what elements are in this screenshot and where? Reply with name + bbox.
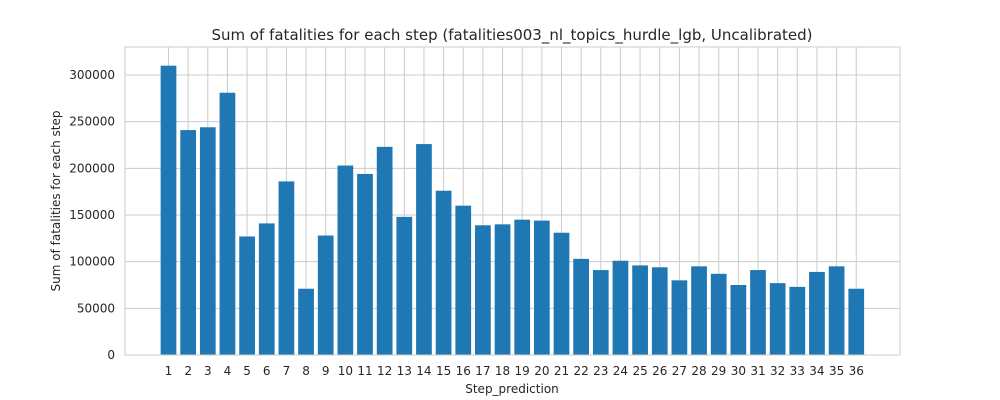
- x-tick-label: 33: [790, 364, 805, 378]
- bar-step-29: [710, 273, 727, 355]
- x-tick-label: 31: [750, 364, 765, 378]
- y-tick-label: 0: [107, 348, 115, 362]
- x-tick-label: 23: [593, 364, 608, 378]
- x-tick-label: 7: [283, 364, 291, 378]
- bar-step-34: [809, 271, 825, 355]
- x-tick-label: 9: [322, 364, 330, 378]
- y-tick-labels: 0 50000 100000 150000 200000 250000 300000: [69, 68, 115, 362]
- bar-step-27: [671, 280, 688, 355]
- x-tick-label: 28: [691, 364, 706, 378]
- y-tick-label: 150000: [69, 208, 115, 222]
- bar-step-9: [317, 235, 334, 355]
- x-tick-label: 21: [554, 364, 569, 378]
- x-tick-labels: 1 2 3 4 5 6 7 8 9 10 11 12 13 14 15 16 17 18 19 20 21 22 23 24 2…: [165, 364, 864, 378]
- x-tick-label: 15: [436, 364, 451, 378]
- x-tick-label: 5: [243, 364, 251, 378]
- bar-step-23: [592, 270, 609, 355]
- x-tick-label: 18: [495, 364, 510, 378]
- x-tick-label: 27: [672, 364, 687, 378]
- x-tick-label: 30: [731, 364, 746, 378]
- bar-step-19: [514, 219, 531, 355]
- bar-step-10: [337, 165, 354, 355]
- x-tick-label: 26: [652, 364, 667, 378]
- bar-step-26: [651, 267, 668, 355]
- bar-step-7: [278, 181, 295, 355]
- y-tick-label: 200000: [69, 161, 115, 175]
- bar-step-21: [553, 232, 570, 355]
- x-tick-label: 32: [770, 364, 785, 378]
- bar-step-22: [573, 258, 590, 355]
- bar-step-13: [396, 216, 413, 355]
- bar-step-14: [416, 144, 432, 355]
- bar-step-4: [219, 92, 236, 355]
- bar-step-35: [828, 266, 845, 355]
- x-tick-label: 4: [224, 364, 232, 378]
- bar-step-31: [750, 270, 766, 355]
- x-tick-label: 8: [302, 364, 310, 378]
- x-tick-label: 16: [456, 364, 471, 378]
- bar-step-33: [789, 286, 806, 355]
- bar-step-18: [494, 224, 511, 355]
- y-tick-label: 250000: [69, 115, 115, 129]
- x-tick-label: 14: [416, 364, 431, 378]
- bar-step-3: [199, 127, 216, 356]
- x-tick-label: 25: [632, 364, 647, 378]
- bar-step-25: [632, 265, 648, 355]
- bar-step-16: [455, 205, 472, 355]
- bar-step-12: [376, 146, 393, 355]
- x-tick-label: 29: [711, 364, 726, 378]
- x-tick-label: 19: [515, 364, 530, 378]
- y-tick-label: 100000: [69, 255, 115, 269]
- bar-step-24: [612, 260, 629, 355]
- bars: [160, 65, 865, 356]
- bar-step-30: [730, 285, 747, 355]
- x-tick-label: 24: [613, 364, 628, 378]
- y-tick-label: 300000: [69, 68, 115, 82]
- x-tick-label: 20: [534, 364, 549, 378]
- x-tick-label: 22: [574, 364, 589, 378]
- x-tick-label: 13: [397, 364, 412, 378]
- bar-step-8: [298, 288, 314, 355]
- x-tick-label: 35: [829, 364, 844, 378]
- plot-area-frame: [124, 46, 901, 356]
- bar-step-28: [691, 266, 707, 355]
- bar-step-5: [239, 236, 255, 355]
- bar-step-2: [180, 130, 197, 355]
- x-axis-label: Step_prediction: [465, 382, 559, 396]
- x-tick-label: 1: [165, 364, 173, 378]
- x-tick-label: 11: [357, 364, 372, 378]
- y-tick-label: 50000: [77, 301, 115, 315]
- bar-step-32: [769, 283, 786, 355]
- bar-step-20: [533, 220, 550, 355]
- x-tick-label: 12: [377, 364, 392, 378]
- y-axis-label: Sum of fatalities for each step: [49, 111, 63, 292]
- chart-title: Sum of fatalities for each step (fatalit…: [211, 26, 812, 45]
- x-tick-label: 6: [263, 364, 271, 378]
- x-tick-label: 34: [809, 364, 824, 378]
- x-tick-label: 36: [849, 364, 864, 378]
- bar-step-1: [160, 65, 177, 356]
- x-tick-label: 10: [338, 364, 353, 378]
- x-tick-label: 17: [475, 364, 490, 378]
- bar-step-36: [848, 288, 865, 355]
- bar-step-17: [475, 225, 491, 355]
- bar-step-11: [357, 173, 373, 355]
- x-tick-label: 2: [184, 364, 192, 378]
- x-tick-label: 3: [204, 364, 212, 378]
- bar-step-15: [435, 190, 452, 355]
- bar-step-6: [258, 223, 275, 355]
